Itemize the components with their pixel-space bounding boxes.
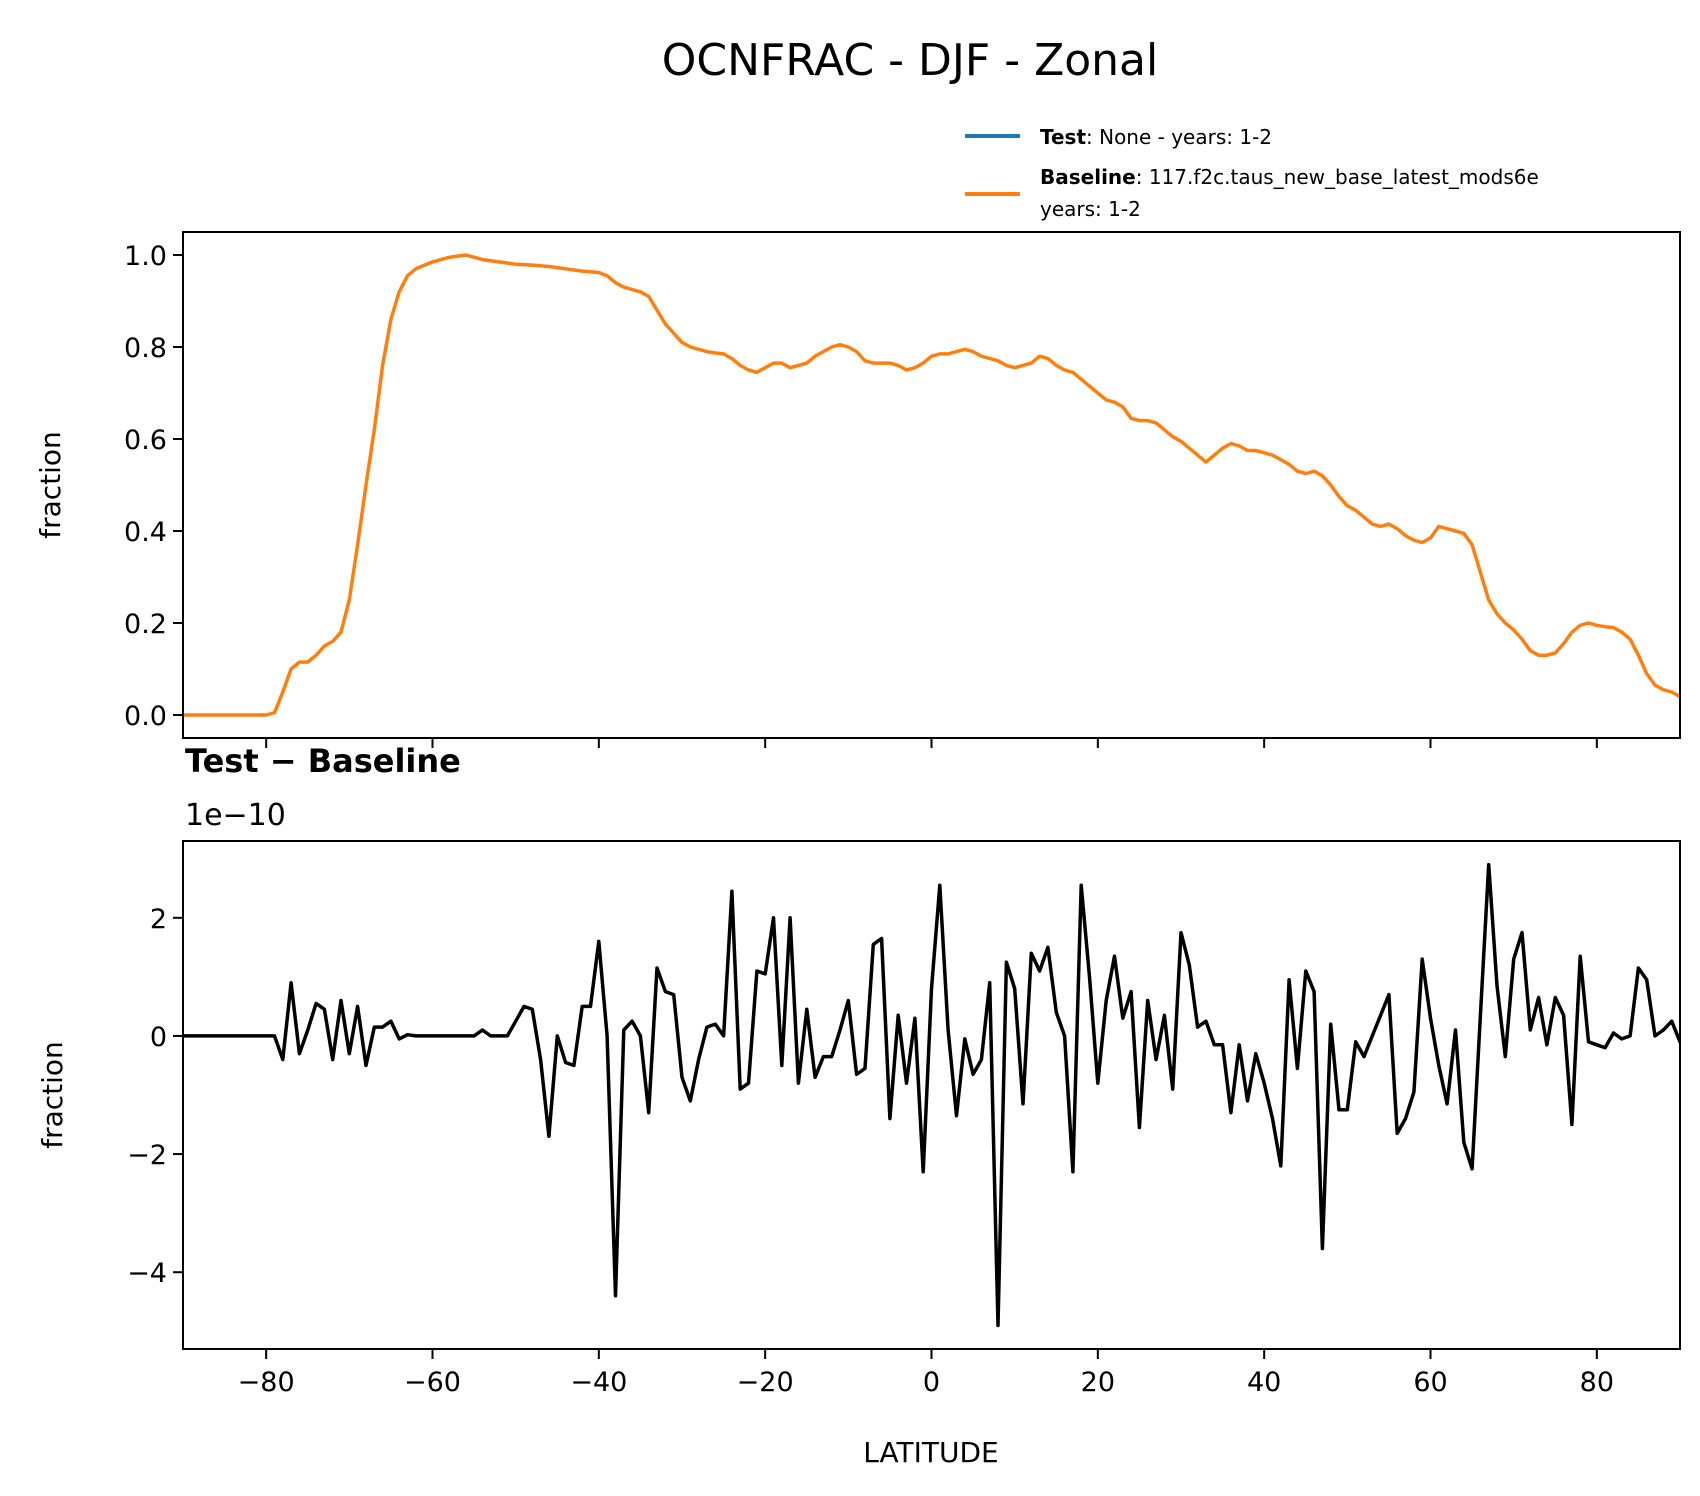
bottom-x-tick-label: 0 (923, 1367, 940, 1398)
baseline-series-line (183, 253, 1680, 717)
bottom-y-tick-label: −4 (127, 1258, 167, 1289)
top-panel: 0.0 0.2 0.4 0.6 0.8 1.0 fraction (34, 231, 1681, 748)
top-y-axis-label: fraction (34, 431, 67, 539)
bottom-x-tick-label: −40 (570, 1367, 627, 1398)
bottom-x-tick-label: 40 (1247, 1367, 1281, 1398)
legend-label-test: Test: None - years: 1-2 (1040, 125, 1272, 149)
legend-label-baseline-years: years: 1-2 (1040, 197, 1141, 221)
top-plot-frame (182, 231, 1681, 739)
top-x-ticks (265, 738, 1598, 748)
bottom-panel-title: Test − Baseline (185, 742, 461, 780)
top-y-tick-label: 0.2 (124, 609, 167, 640)
bottom-x-tick-label: −20 (737, 1367, 794, 1398)
bottom-x-tick-label: 80 (1580, 1367, 1614, 1398)
bottom-y-tick-label: 2 (150, 904, 167, 935)
bottom-x-tick-label: −60 (404, 1367, 461, 1398)
chart-title: OCNFRAC - DJF - Zonal (662, 35, 1158, 86)
x-axis-label: LATITUDE (863, 1436, 998, 1469)
top-y-tick-label: 0.8 (124, 333, 167, 364)
legend: Test: None - years: 1-2 Baseline: 117.f2… (965, 125, 1539, 221)
bottom-x-tick-label: 60 (1413, 1367, 1447, 1398)
bottom-offset-text: 1e−10 (185, 798, 286, 833)
bottom-x-tick-label: −80 (238, 1367, 295, 1398)
bottom-panel: Test − Baseline 1e−10 −4−202 −80 −60 −40 −2… (36, 742, 1681, 1469)
bottom-plot-frame (182, 840, 1681, 1350)
bottom-x-tick-label: 20 (1081, 1367, 1115, 1398)
top-y-ticks: 0.0 0.2 0.4 0.6 0.8 1.0 (124, 241, 183, 732)
bottom-y-tick-label: −2 (127, 1140, 167, 1171)
difference-series-line (183, 862, 1680, 1328)
legend-label-baseline: Baseline: 117.f2c.taus_new_base_latest_m… (1040, 165, 1539, 189)
top-y-tick-label: 1.0 (124, 241, 167, 272)
bottom-y-axis-label: fraction (36, 1041, 69, 1149)
bottom-y-ticks: −4 −2 0 2 (127, 904, 183, 1289)
top-y-tick-label: 0.4 (124, 517, 167, 548)
bottom-y-tick-label: 0 (150, 1022, 167, 1053)
top-y-tick-label: 0.6 (124, 425, 167, 456)
bottom-x-ticks: −80 −60 −40 −20 0 20 40 60 80 (238, 1349, 1614, 1398)
top-y-tick-label: 0.0 (124, 701, 167, 732)
